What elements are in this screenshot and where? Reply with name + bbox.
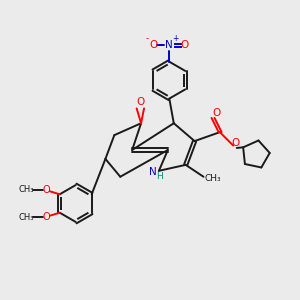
Text: -: -: [146, 34, 149, 43]
Text: H: H: [156, 172, 163, 181]
Text: O: O: [43, 212, 50, 222]
Text: N: N: [165, 40, 173, 50]
Text: O: O: [212, 108, 220, 118]
Text: O: O: [232, 138, 240, 148]
Text: O: O: [136, 98, 145, 107]
Text: O: O: [150, 40, 158, 50]
Text: N: N: [148, 167, 156, 177]
Text: O: O: [181, 40, 189, 50]
Text: CH₃: CH₃: [18, 213, 34, 222]
Text: CH₃: CH₃: [205, 174, 221, 183]
Text: O: O: [43, 185, 50, 195]
Text: +: +: [173, 34, 179, 43]
Text: CH₃: CH₃: [18, 185, 34, 194]
